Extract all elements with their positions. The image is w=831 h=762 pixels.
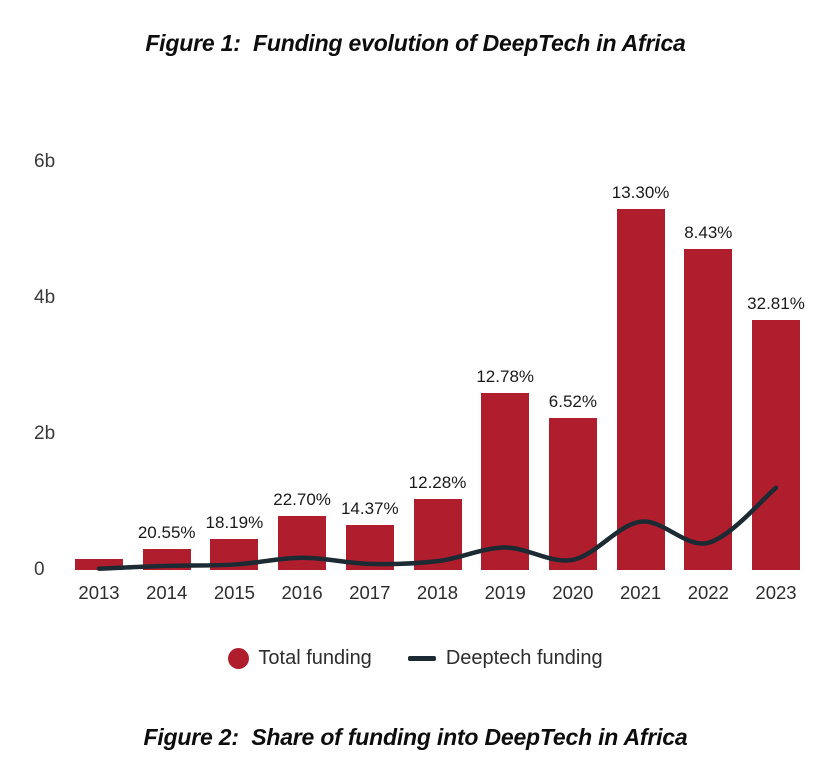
percent-label-2018: 12.28% (408, 473, 467, 493)
total-funding-bar-2013 (75, 559, 123, 570)
total-funding-bar-2014 (142, 548, 191, 570)
y-tick-4b: 4b (34, 287, 56, 308)
total-funding-bar-2023 (752, 319, 800, 570)
legend-label-total-funding: Total funding (258, 647, 372, 669)
x-tick-2022: 2022 (687, 582, 729, 603)
y-tick-6b: 6b (34, 151, 56, 172)
x-tick-2015: 2015 (213, 582, 255, 603)
total-funding-bar-2017 (345, 525, 394, 570)
percent-label-2021: 13.30% (611, 182, 670, 202)
x-tick-2021: 2021 (620, 582, 662, 603)
total-funding-bar-2020 (548, 417, 597, 570)
y-tick-0: 0 (34, 559, 45, 580)
total-funding-swatch-icon (228, 647, 250, 669)
x-tick-2018: 2018 (416, 582, 459, 603)
x-tick-2023: 2023 (755, 582, 797, 603)
percent-label-2023: 32.81% (747, 293, 805, 313)
x-tick-2020: 2020 (552, 582, 594, 603)
total-funding-bar-2022 (684, 249, 733, 570)
total-funding-bar-2016 (278, 515, 327, 570)
x-tick-2017: 2017 (349, 582, 391, 603)
percent-label-2019: 12.78% (476, 367, 535, 387)
x-tick-2014: 2014 (146, 582, 188, 603)
y-tick-2b: 2b (34, 423, 56, 444)
total-funding-bar-2021 (616, 208, 665, 570)
total-funding-bar-2015 (210, 538, 259, 570)
percent-label-2014: 20.55% (137, 522, 196, 542)
legend-item-total-funding: Total funding (228, 646, 372, 670)
percent-label-2020: 6.52% (548, 391, 597, 411)
percent-label-2016: 22.70% (273, 489, 331, 509)
x-tick-2016: 2016 (281, 582, 323, 603)
total-funding-bar-2019 (481, 393, 530, 570)
percent-label-2015: 18.19% (205, 512, 264, 532)
percent-label-2017: 14.37% (340, 499, 399, 519)
x-tick-2019: 2019 (484, 582, 526, 603)
chart-legend: Total funding Deeptech funding (0, 646, 831, 670)
percent-label-2022: 8.43% (684, 223, 733, 243)
total-funding-bar-2018 (413, 499, 462, 570)
legend-item-deeptech-funding: Deeptech funding (407, 646, 603, 670)
deeptech-funding-swatch-icon (407, 655, 436, 661)
figure1-title: Figure 1: Funding evolution of DeepTech … (145, 30, 686, 56)
x-tick-2013: 2013 (78, 582, 120, 603)
legend-label-deeptech-funding: Deeptech funding (445, 647, 603, 669)
figure2-title: Figure 2: Share of funding into DeepTech… (143, 724, 688, 750)
